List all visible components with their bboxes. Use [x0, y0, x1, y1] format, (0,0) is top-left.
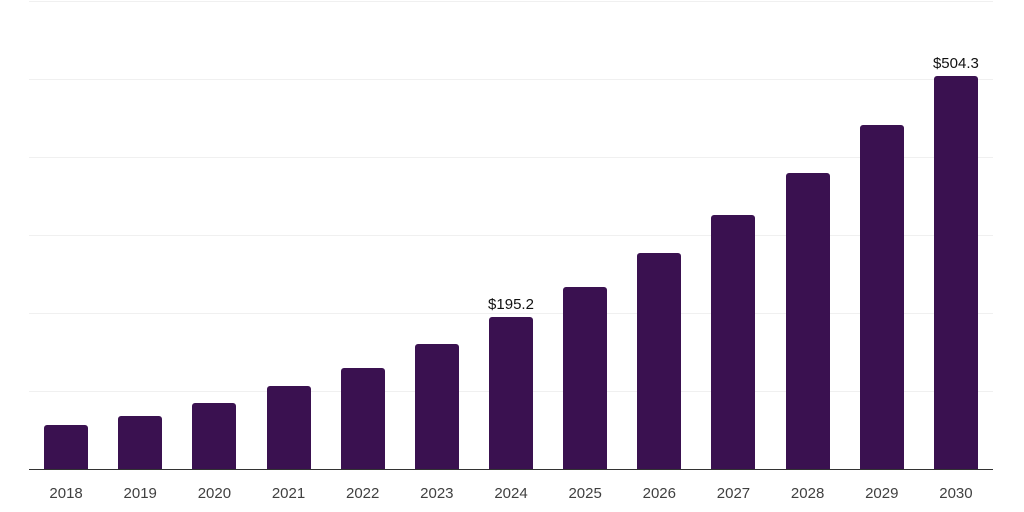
x-tick-label-2029: 2029	[865, 485, 899, 502]
plot-area: $195.2 $504.3	[29, 1, 993, 470]
x-tick-label-2020: 2020	[197, 485, 232, 502]
gridline-400	[29, 157, 993, 158]
bar-2030	[933, 75, 978, 469]
gridline-500	[29, 79, 993, 80]
bar-2021	[266, 385, 311, 469]
x-tick-label-2021: 2021	[271, 485, 306, 502]
bar-2027	[711, 214, 756, 469]
x-tick-label-2022: 2022	[346, 485, 380, 502]
x-tick-label-2019: 2019	[123, 485, 157, 502]
bar-2026	[637, 252, 682, 469]
bar-2020	[192, 402, 237, 469]
bar-2024	[489, 316, 533, 469]
bar-2018	[44, 424, 89, 469]
x-tick-label-2024: 2024	[494, 485, 528, 502]
x-tick-label-2025: 2025	[568, 485, 602, 502]
x-tick-label-2030: 2030	[939, 485, 973, 502]
x-tick-label-2023: 2023	[420, 485, 454, 502]
gridline-200	[29, 313, 993, 314]
bar-2029	[859, 125, 904, 469]
x-tick-label-2027: 2027	[716, 485, 751, 502]
gridline-600	[29, 1, 993, 2]
x-axis-ticks: 2018 2019 2020 2021 2022 2023 2024 2025 2026 2027…	[29, 485, 993, 505]
bar-2025	[563, 287, 608, 469]
x-axis-line	[29, 468, 993, 470]
bar-2028	[785, 172, 830, 469]
x-tick-label-2028: 2028	[790, 485, 825, 502]
x-tick-label-2018: 2018	[49, 485, 83, 502]
bar-value-label-2024: $195.2	[488, 295, 534, 313]
bar-2019	[118, 415, 163, 469]
bar-2023	[414, 344, 459, 469]
bar-value-label-2030: $504.3	[932, 54, 979, 72]
gridline-300	[29, 235, 993, 236]
bar-2022	[340, 367, 385, 469]
x-tick-label-2026: 2026	[642, 485, 676, 502]
